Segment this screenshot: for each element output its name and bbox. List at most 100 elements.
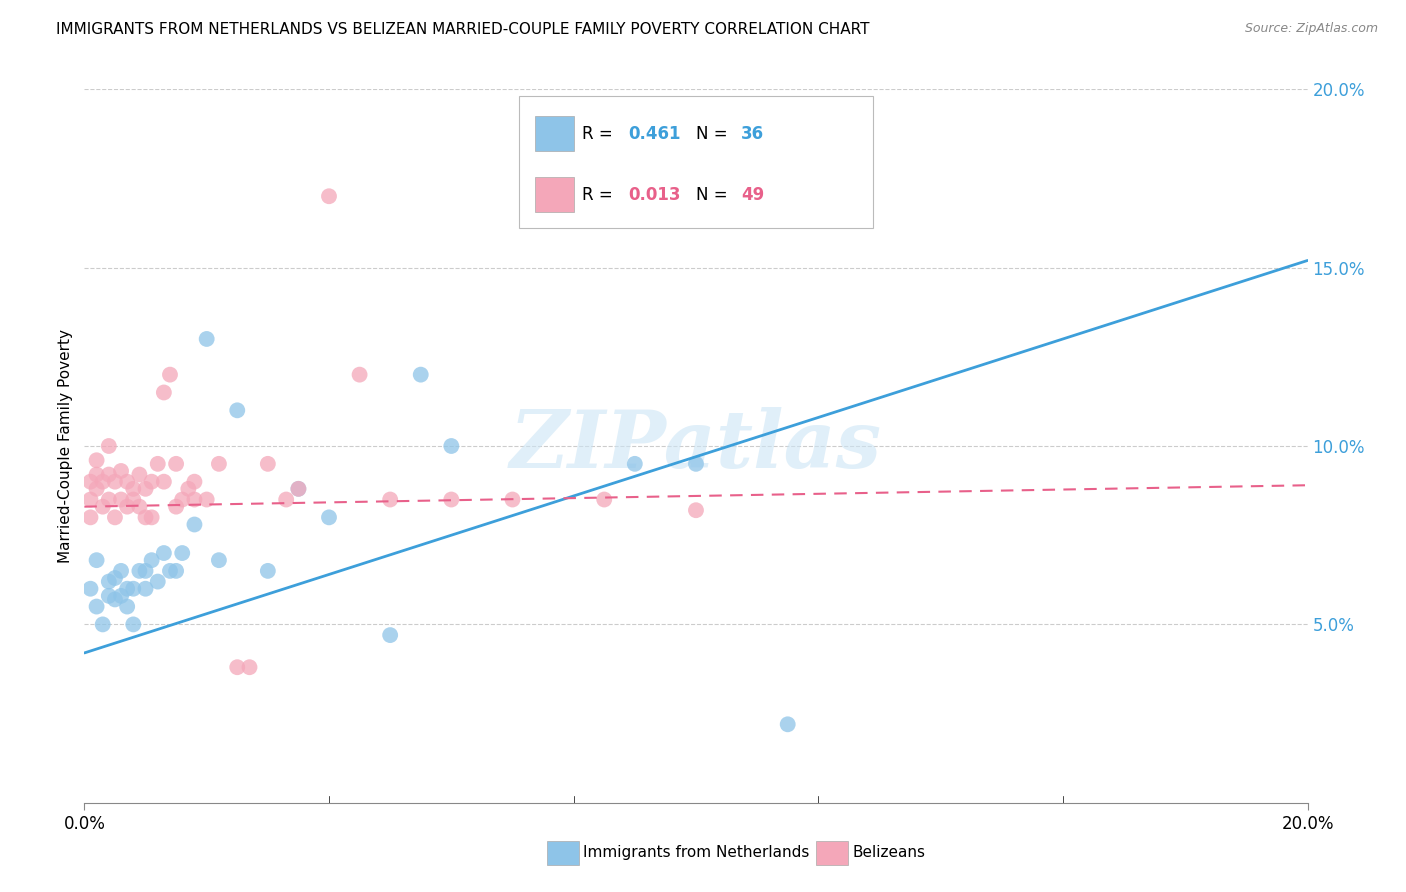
Point xyxy=(153,385,176,400)
Text: N =: N = xyxy=(696,186,733,203)
FancyBboxPatch shape xyxy=(534,177,574,212)
Point xyxy=(110,464,132,478)
Point xyxy=(409,368,432,382)
Point xyxy=(115,582,138,596)
Point xyxy=(146,574,169,589)
Y-axis label: Married-Couple Family Poverty: Married-Couple Family Poverty xyxy=(58,329,73,563)
Point xyxy=(97,467,120,482)
Text: N =: N = xyxy=(696,125,733,143)
Point xyxy=(91,500,114,514)
Point xyxy=(79,475,101,489)
Point xyxy=(257,564,280,578)
Point xyxy=(115,475,138,489)
Point xyxy=(183,475,205,489)
Point xyxy=(91,617,114,632)
Text: IMMIGRANTS FROM NETHERLANDS VS BELIZEAN MARRIED-COUPLE FAMILY POVERTY CORRELATIO: IMMIGRANTS FROM NETHERLANDS VS BELIZEAN … xyxy=(56,22,870,37)
Point xyxy=(685,503,707,517)
Point xyxy=(128,564,150,578)
Point xyxy=(593,492,616,507)
Point xyxy=(177,482,200,496)
Point xyxy=(208,457,231,471)
Point xyxy=(159,368,181,382)
Point xyxy=(141,510,163,524)
Point xyxy=(104,571,127,585)
Point xyxy=(86,599,108,614)
Point xyxy=(135,564,157,578)
Point xyxy=(128,467,150,482)
Point xyxy=(195,332,218,346)
Text: R =: R = xyxy=(582,186,619,203)
Point xyxy=(183,517,205,532)
Point xyxy=(226,660,249,674)
Point xyxy=(172,546,194,560)
Point xyxy=(104,592,127,607)
Point xyxy=(115,500,138,514)
Point xyxy=(110,564,132,578)
Text: Source: ZipAtlas.com: Source: ZipAtlas.com xyxy=(1244,22,1378,36)
Point xyxy=(79,510,101,524)
Point xyxy=(146,457,169,471)
Point xyxy=(79,492,101,507)
Point xyxy=(86,553,108,567)
Text: ZIPatlas: ZIPatlas xyxy=(510,408,882,484)
Point xyxy=(318,510,340,524)
Point xyxy=(276,492,298,507)
FancyBboxPatch shape xyxy=(519,96,873,228)
Point xyxy=(195,492,218,507)
Point xyxy=(135,482,157,496)
Point xyxy=(122,617,145,632)
Point xyxy=(115,599,138,614)
Point xyxy=(91,475,114,489)
Point xyxy=(128,500,150,514)
Point xyxy=(97,492,120,507)
Text: R =: R = xyxy=(582,125,619,143)
Point xyxy=(165,564,187,578)
Point xyxy=(172,492,194,507)
Point xyxy=(287,482,309,496)
Point xyxy=(165,500,187,514)
Point xyxy=(257,457,280,471)
Text: 49: 49 xyxy=(741,186,765,203)
Point xyxy=(165,457,187,471)
Point xyxy=(86,467,108,482)
Point xyxy=(135,510,157,524)
Point xyxy=(287,482,309,496)
Text: 0.013: 0.013 xyxy=(628,186,681,203)
Point xyxy=(79,582,101,596)
Point xyxy=(349,368,371,382)
Point xyxy=(110,589,132,603)
Point xyxy=(159,564,181,578)
Point xyxy=(122,482,145,496)
Point xyxy=(135,582,157,596)
Point xyxy=(97,589,120,603)
Point xyxy=(141,553,163,567)
FancyBboxPatch shape xyxy=(547,840,578,865)
Point xyxy=(183,492,205,507)
Point xyxy=(440,439,463,453)
Point xyxy=(685,457,707,471)
Point xyxy=(104,510,127,524)
Point xyxy=(122,582,145,596)
Point xyxy=(153,475,176,489)
Point xyxy=(502,492,524,507)
Text: 0.461: 0.461 xyxy=(628,125,681,143)
Point xyxy=(122,492,145,507)
Point xyxy=(97,574,120,589)
Text: Immigrants from Netherlands: Immigrants from Netherlands xyxy=(583,846,810,860)
Point xyxy=(141,475,163,489)
Text: Belizeans: Belizeans xyxy=(852,846,925,860)
Point xyxy=(110,492,132,507)
Point xyxy=(624,457,647,471)
Point xyxy=(318,189,340,203)
Point xyxy=(86,453,108,467)
Point xyxy=(97,439,120,453)
Point xyxy=(104,475,127,489)
FancyBboxPatch shape xyxy=(815,840,848,865)
Point xyxy=(776,717,799,731)
Point xyxy=(380,492,402,507)
Point xyxy=(208,553,231,567)
Point xyxy=(226,403,249,417)
Point xyxy=(86,482,108,496)
Point xyxy=(380,628,402,642)
Text: 36: 36 xyxy=(741,125,765,143)
